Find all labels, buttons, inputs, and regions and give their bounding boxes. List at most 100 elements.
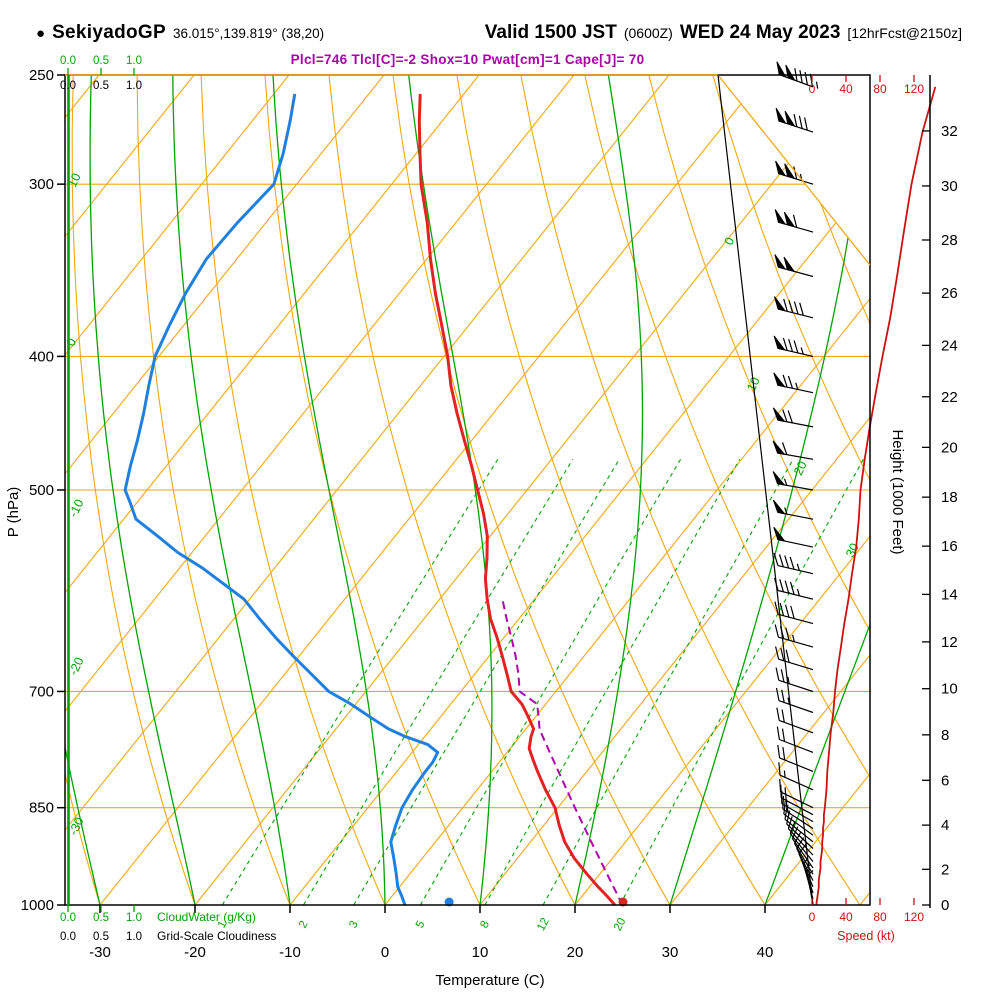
moist-adiabat-line bbox=[272, 75, 386, 905]
temperature-axis-title: Temperature (C) bbox=[435, 972, 544, 989]
dry-adiabat-line bbox=[776, 75, 870, 905]
wind-barb-pennant bbox=[772, 440, 786, 456]
wind-barb-pennant bbox=[774, 254, 796, 273]
wind-barb-pennant bbox=[775, 107, 796, 127]
moist-adiabat-label: 0 bbox=[64, 336, 80, 348]
dry-adiabat-line bbox=[264, 75, 481, 905]
isotherm-line bbox=[384, 75, 870, 905]
station-name: SekiyadoGP bbox=[52, 22, 166, 43]
isotherm-line bbox=[65, 75, 195, 905]
wind-barb-pennant bbox=[775, 160, 796, 180]
grid-cut-line bbox=[717, 74, 871, 266]
isotherm-line bbox=[99, 75, 765, 905]
speed-tick-label: 80 bbox=[873, 82, 887, 96]
wind-barb bbox=[777, 374, 814, 394]
temperature-tick-label: -10 bbox=[279, 944, 301, 961]
height-tick-label: 22 bbox=[941, 389, 958, 406]
wind-panel-boundary-line bbox=[717, 74, 814, 906]
moist-adiabat-line bbox=[764, 75, 870, 905]
dry-adiabat-line bbox=[648, 75, 870, 905]
temperature-axis: -30 -20 -10 0 10 20 30 40 Temperature (C) bbox=[89, 905, 773, 989]
wind-barb bbox=[773, 577, 814, 600]
temperature-tick-label: 40 bbox=[757, 944, 774, 961]
height-tick-label: 28 bbox=[941, 232, 958, 249]
height-tick-label: 0 bbox=[941, 897, 949, 914]
temperature-tick-label: 10 bbox=[472, 944, 489, 961]
temperature-curve bbox=[417, 93, 617, 906]
wind-barb-pennant bbox=[774, 296, 787, 312]
speed-tick-label: 120 bbox=[904, 910, 924, 924]
speed-tick-label: 40 bbox=[839, 910, 853, 924]
moist-adiabat-line bbox=[89, 75, 196, 905]
height-tick-label: 8 bbox=[941, 727, 949, 744]
pressure-tick-label: 250 bbox=[29, 67, 54, 84]
valid-time: Valid 1500 JST bbox=[484, 22, 617, 43]
isotherm-line bbox=[65, 75, 575, 905]
pressure-tick-label: 700 bbox=[29, 683, 54, 700]
wind-barb bbox=[777, 298, 814, 319]
temperature-tick-label: -30 bbox=[89, 944, 111, 961]
dry-adiabat-line bbox=[136, 75, 291, 905]
wind-barb bbox=[775, 646, 814, 671]
mixing-ratio-line bbox=[542, 459, 794, 905]
dry-adiabat-line bbox=[71, 75, 196, 905]
cloud-scales: 0.0 0.0 0.5 0.5 1.0 1.0 0.0 0.0 0.5 0.5 1.0 1.0 Clou… bbox=[60, 55, 276, 943]
mixing-ratio-line bbox=[419, 459, 682, 905]
height-tick-label: 20 bbox=[941, 439, 958, 456]
cloudiness-tick-label: 0.0 bbox=[60, 80, 76, 92]
wind-barb bbox=[775, 667, 814, 693]
isotherm-line bbox=[65, 75, 385, 905]
wind-barb bbox=[778, 113, 814, 133]
moist-adiabat-line bbox=[408, 75, 493, 905]
wind-barb-pennant bbox=[776, 61, 796, 82]
cloudwater-tick-label: 0.0 bbox=[60, 912, 76, 924]
cloudiness-axis-title: Grid-Scale Cloudiness bbox=[157, 929, 276, 943]
moist-adiabat-label: 30 bbox=[843, 541, 862, 560]
isotherm-line bbox=[65, 75, 480, 905]
mixing-ratio-line bbox=[353, 459, 620, 905]
mixing-ratio-line bbox=[619, 459, 864, 905]
cloudwater-tick-label: 0.5 bbox=[93, 55, 109, 67]
speed-tick-label: 0 bbox=[809, 82, 816, 96]
isotherm-line bbox=[669, 75, 870, 905]
wind-barb bbox=[777, 337, 814, 357]
height-tick-label: 10 bbox=[941, 681, 958, 698]
wind-barb bbox=[774, 601, 814, 625]
wind-barb-pennant bbox=[773, 335, 786, 351]
mixing-ratio-label: 3 bbox=[347, 919, 361, 930]
pressure-tick-label: 400 bbox=[29, 348, 54, 365]
height-tick-label: 14 bbox=[941, 586, 958, 603]
stability-indices-line: Plcl=746 Tlcl[C]=-2 Shox=10 Pwat[cm]=1 C… bbox=[290, 52, 645, 67]
dry-adiabat-line bbox=[456, 75, 766, 905]
temperature-tick-label: 20 bbox=[567, 944, 584, 961]
moist-adiabat-label: 20 bbox=[791, 459, 810, 478]
height-tick-label: 6 bbox=[941, 772, 949, 789]
temperature-tick-label: 0 bbox=[381, 944, 389, 961]
mixing-ratio-label: 5 bbox=[414, 919, 428, 930]
height-tick-label: 2 bbox=[941, 861, 949, 878]
wind-barb-pennant bbox=[772, 499, 786, 515]
cloudwater-tick-label: 0.0 bbox=[60, 55, 76, 67]
station-bullet-icon: ● bbox=[36, 25, 46, 42]
height-tick-label: 4 bbox=[941, 817, 949, 834]
isotherm-line bbox=[194, 75, 860, 905]
pressure-tick-label: 500 bbox=[29, 482, 54, 499]
sounding-curves bbox=[123, 93, 628, 907]
moist-adiabat-line bbox=[669, 75, 870, 905]
wind-barb bbox=[777, 409, 814, 428]
wind-barb bbox=[779, 778, 814, 809]
speed-tick-label: 120 bbox=[904, 82, 924, 96]
height-tick-label: 16 bbox=[941, 538, 958, 555]
height-tick-label: 26 bbox=[941, 285, 958, 302]
wind-barb bbox=[773, 552, 814, 575]
cloudiness-tick-label: 0.5 bbox=[93, 80, 109, 92]
wind-barb bbox=[775, 687, 814, 714]
wind-barb-pennant bbox=[772, 471, 786, 486]
station-coords: 36.015°,139.819° (38,20) bbox=[172, 26, 325, 41]
height-tick-label: 12 bbox=[941, 634, 958, 651]
mixing-ratio-line bbox=[303, 459, 574, 905]
speed-panel bbox=[815, 86, 937, 906]
speed-tick-label: 0 bbox=[809, 910, 816, 924]
